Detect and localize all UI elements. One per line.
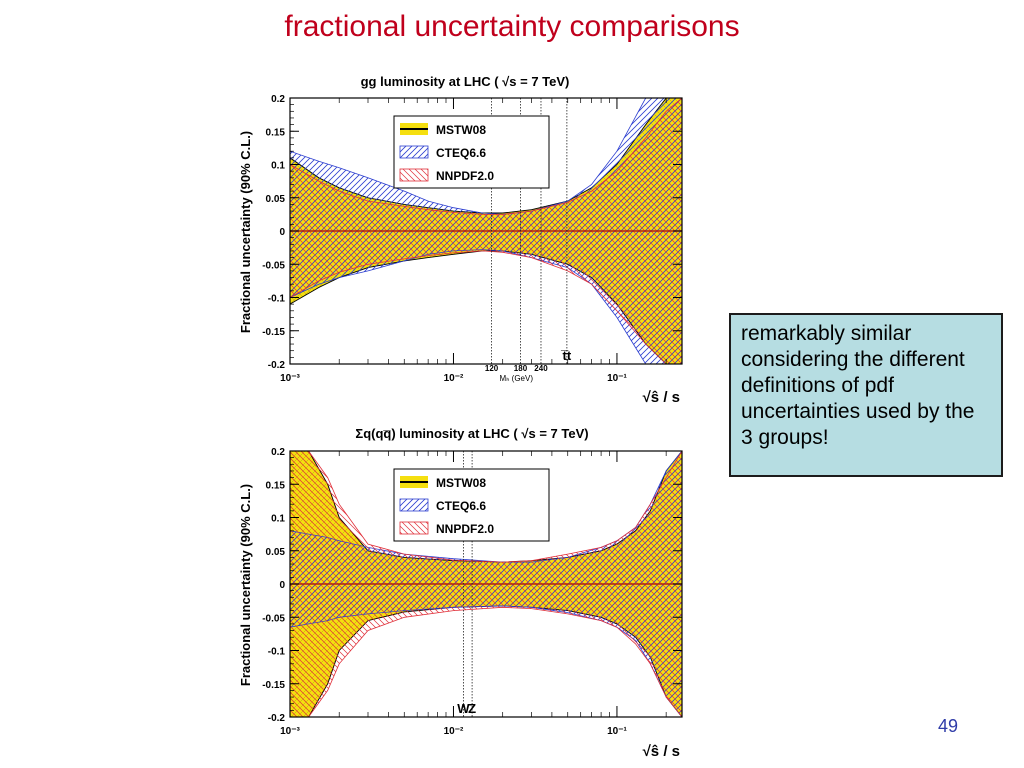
marker-label: 180	[514, 364, 528, 373]
y-tick-label: -0.05	[262, 613, 285, 624]
y-tick-label: 0	[279, 227, 285, 238]
y-tick-label: -0.2	[268, 360, 286, 371]
legend-swatch-nnpdf	[399, 521, 429, 535]
y-tick-label: 0.15	[266, 480, 286, 491]
line-nnpdf-lower	[290, 250, 682, 364]
legend-entry-nnpdf: NNPDF2.0	[436, 522, 494, 536]
x-tick-label: 10⁻¹	[607, 726, 627, 737]
y-tick-label: 0.1	[271, 161, 285, 172]
gg-luminosity-chart: gg luminosity at LHC ( √s = 7 TeV) Fract…	[238, 74, 683, 406]
legend-entry-cteq: CTEQ6.6	[436, 146, 486, 160]
x-tick-label: 10⁻²	[444, 726, 464, 737]
x-axis-label: √ŝ / s	[643, 743, 680, 760]
legend: MSTW08 CTEQ6.6 NNPDF2.0	[393, 468, 550, 542]
y-tick-label: 0.05	[266, 194, 286, 205]
y-axis-label: Fractional uncertainty (90% C.L.)	[238, 131, 253, 333]
slide-title: fractional uncertainty comparisons	[284, 10, 740, 43]
y-tick-label: -0.1	[268, 647, 286, 658]
y-tick-label: -0.1	[268, 294, 286, 305]
legend: MSTW08 CTEQ6.6 NNPDF2.0	[393, 115, 550, 189]
x-tick-label: 10⁻²	[444, 373, 464, 384]
y-tick-label: 0.2	[271, 94, 285, 105]
marker-caption: Mₕ (GeV)	[500, 374, 534, 383]
note-box: remarkably similar considering the diffe…	[729, 313, 1003, 477]
y-tick-label: -0.2	[268, 713, 286, 724]
note-text: remarkably similar considering the diffe…	[741, 322, 975, 450]
legend-entry-mstw: MSTW08	[436, 123, 486, 137]
y-tick-label: -0.15	[262, 327, 285, 338]
y-axis-label: Fractional uncertainty (90% C.L.)	[238, 484, 253, 686]
line-cteq-upper	[290, 98, 682, 215]
legend-swatch-cteq	[399, 498, 429, 512]
page-number: 49	[938, 716, 959, 736]
line-nnpdf-upper	[290, 98, 682, 215]
line-nnpdf-upper	[290, 451, 682, 563]
y-tick-label: 0.1	[271, 514, 285, 525]
legend-entry-nnpdf: NNPDF2.0	[436, 169, 494, 183]
y-tick-label: -0.05	[262, 260, 285, 271]
legend-swatch-cteq	[399, 145, 429, 159]
marker-label: t̅t	[561, 348, 572, 363]
legend-swatch-nnpdf	[399, 168, 429, 182]
legend-entry-mstw: MSTW08	[436, 476, 486, 490]
x-tick-label: 10⁻³	[280, 726, 300, 737]
x-tick-label: 10⁻¹	[607, 373, 627, 384]
marker-label: 240	[534, 364, 548, 373]
chart-title: Σq(qq̅) luminosity at LHC ( √s = 7 TeV)	[355, 426, 588, 441]
y-tick-label: 0.05	[266, 547, 286, 558]
line-nnpdf-lower	[290, 606, 682, 717]
y-tick-label: 0	[279, 580, 285, 591]
chart-title: gg luminosity at LHC ( √s = 7 TeV)	[361, 74, 570, 89]
legend-entry-cteq: CTEQ6.6	[436, 499, 486, 513]
y-tick-label: 0.15	[266, 127, 286, 138]
y-tick-label: 0.2	[271, 447, 285, 458]
marker-label: 120	[485, 364, 499, 373]
marker-label: W	[457, 701, 470, 716]
qqbar-luminosity-chart: Σq(qq̅) luminosity at LHC ( √s = 7 TeV) …	[238, 426, 683, 760]
x-axis-label: √ŝ / s	[643, 389, 680, 406]
marker-label: Z	[468, 701, 476, 716]
x-tick-label: 10⁻³	[280, 373, 300, 384]
y-tick-label: -0.15	[262, 680, 285, 691]
